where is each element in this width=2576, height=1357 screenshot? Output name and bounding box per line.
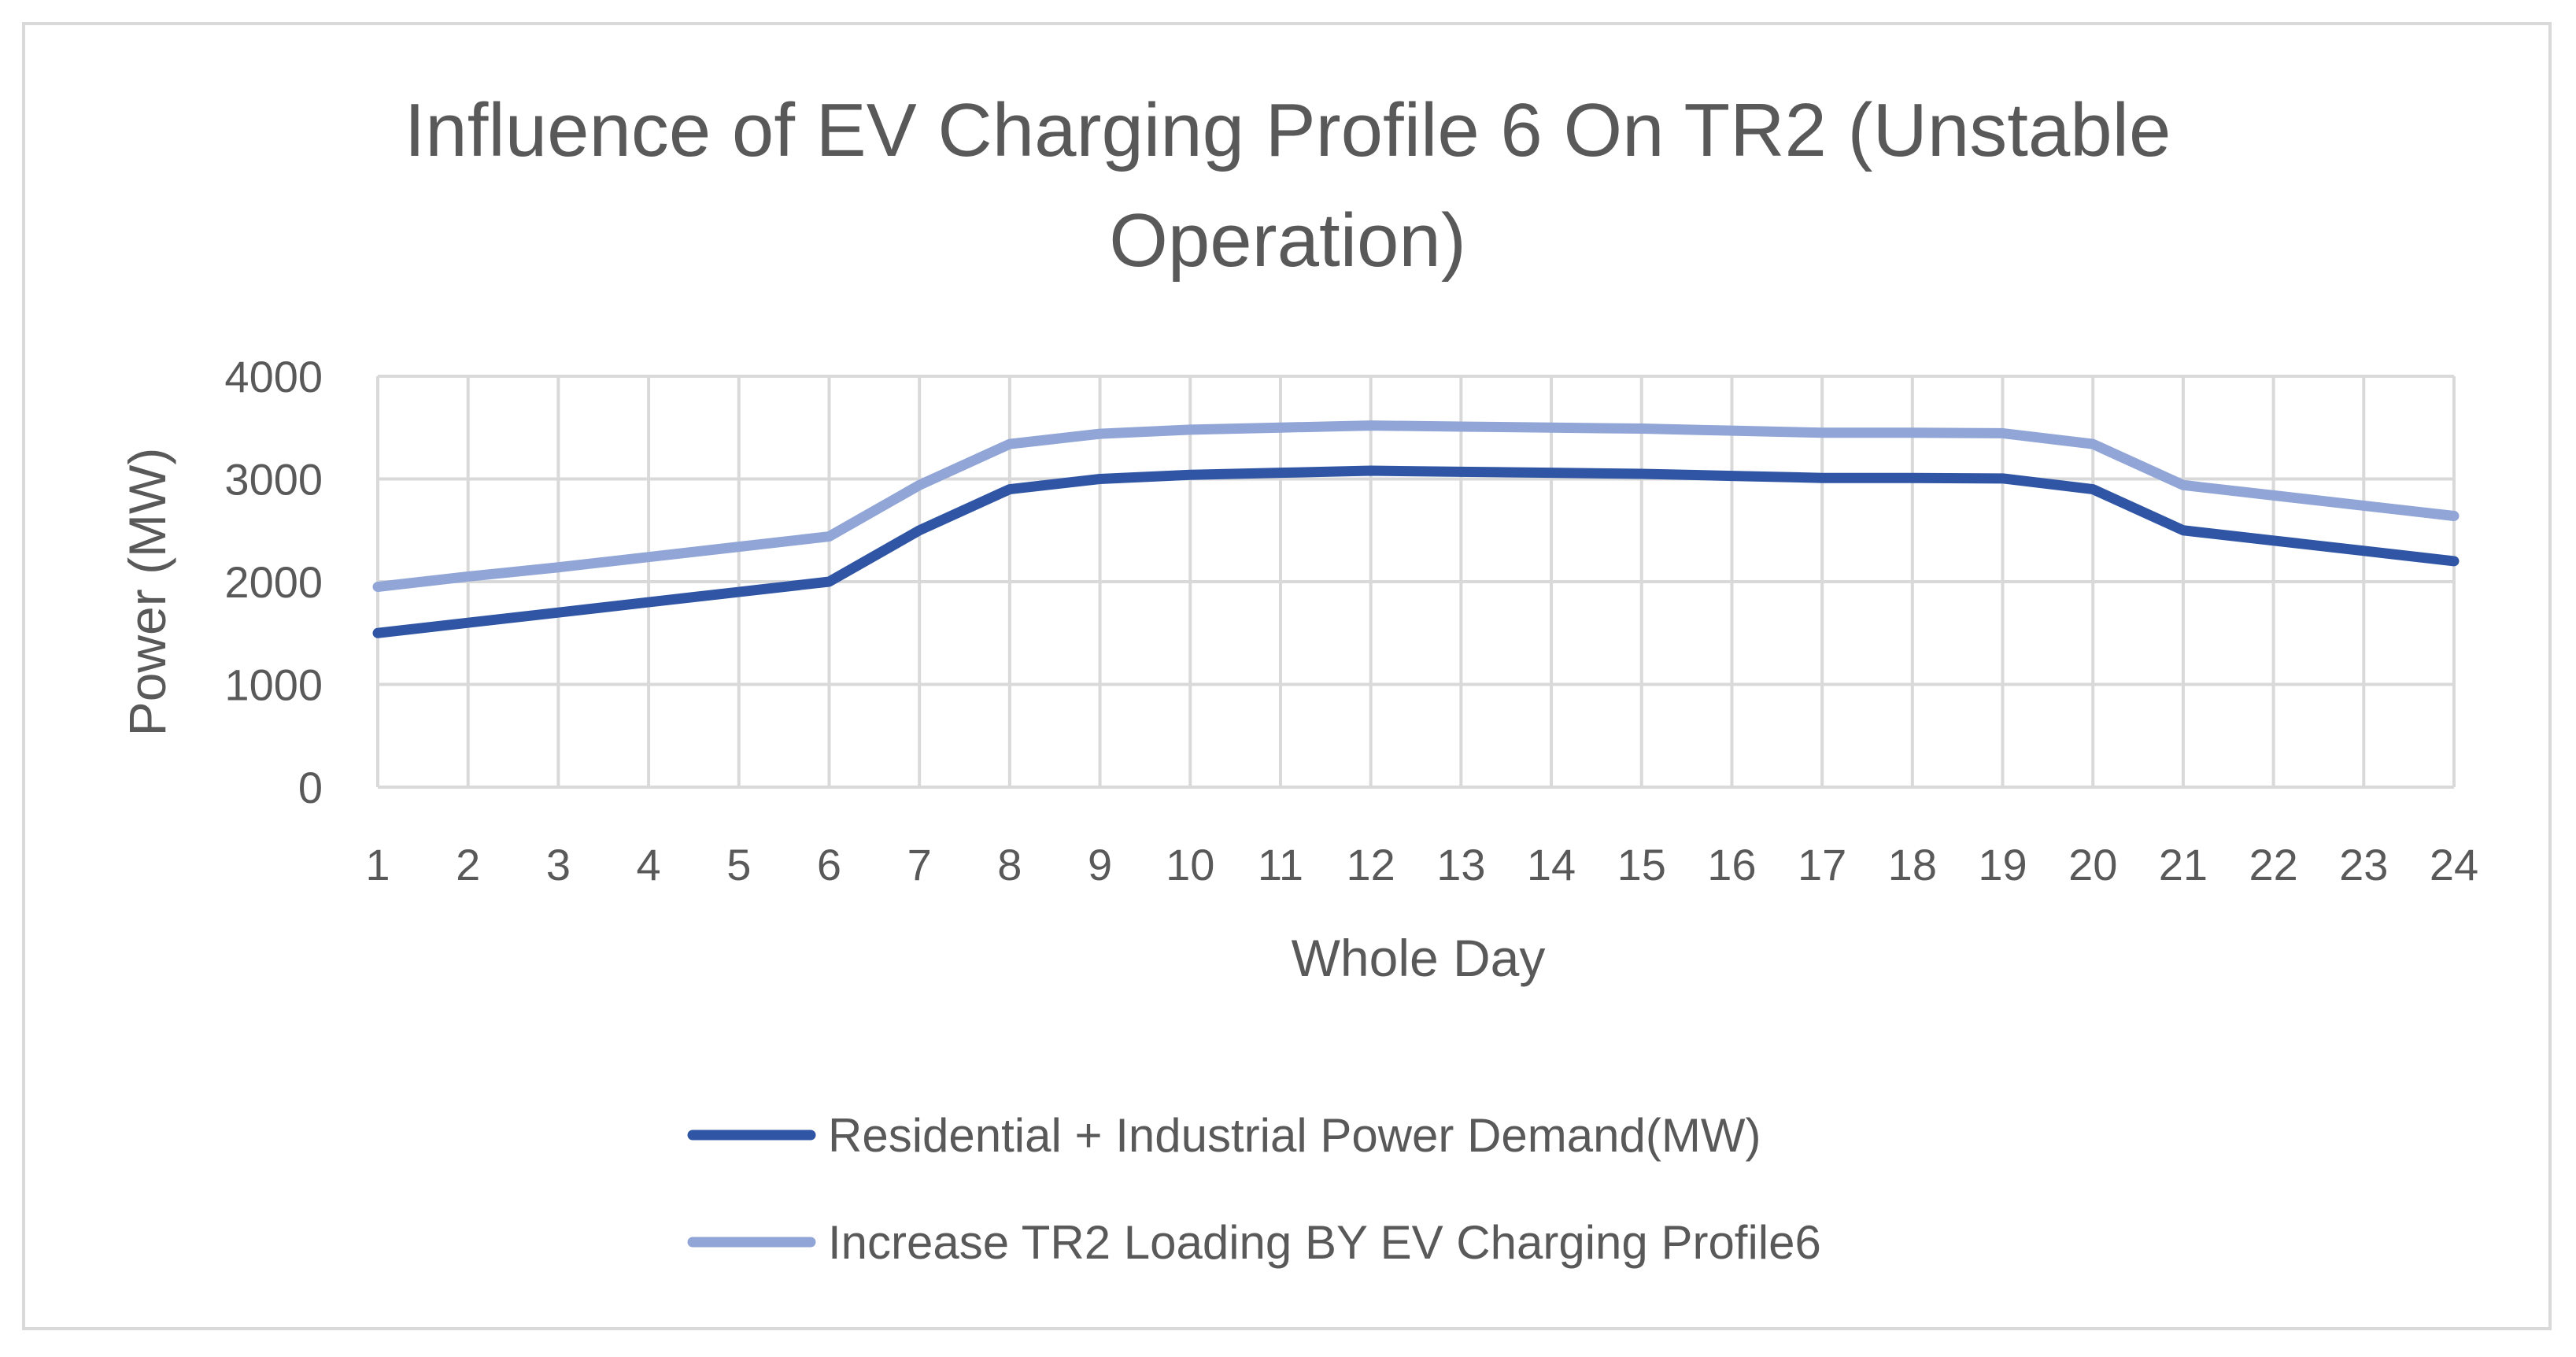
legend-label: Residential + Industrial Power Demand(MW…: [828, 1109, 1761, 1162]
x-tick-label: 15: [1617, 840, 1666, 889]
legend-label: Increase TR2 Loading BY EV Charging Prof…: [828, 1216, 1821, 1269]
chart-frame: [22, 22, 2552, 1330]
legend-item: Residential + Industrial Power Demand(MW…: [687, 1109, 1761, 1162]
x-tick-label: 4: [637, 840, 661, 889]
x-tick-label: 12: [1347, 840, 1395, 889]
y-tick-label: 4000: [224, 352, 323, 401]
x-tick-label: 3: [546, 840, 571, 889]
x-axis-title: Whole Day: [1292, 929, 1546, 987]
series-lines: [372, 420, 2460, 638]
x-tick-label: 13: [1436, 840, 1485, 889]
chart-title-line-1: Influence of EV Charging Profile 6 On TR…: [405, 88, 2171, 172]
x-tick-label: 7: [907, 840, 932, 889]
x-tick-label: 21: [2159, 840, 2208, 889]
x-tick-label: 23: [2339, 840, 2388, 889]
y-axis-title: Power (MW): [118, 448, 176, 737]
x-tick-label: 17: [1798, 840, 1846, 889]
x-tick-label: 19: [1978, 840, 2027, 889]
x-tick-label: 18: [1888, 840, 1937, 889]
x-axis-ticks: 1 2 3 4 5 6 7 8 9 10 11 12 13 14 15 16 17 18 19 20 21 22 23 24: [365, 840, 2478, 889]
x-tick-label: 24: [2430, 840, 2478, 889]
x-tick-label: 20: [2068, 840, 2117, 889]
y-tick-label: 3000: [224, 455, 323, 505]
y-axis-ticks: 0 1000 2000 3000 4000: [224, 352, 323, 812]
y-tick-label: 0: [298, 763, 323, 812]
chart-title: Influence of EV Charging Profile 6 On TR…: [405, 88, 2171, 283]
x-tick-label: 5: [726, 840, 751, 889]
y-tick-label: 2000: [224, 557, 323, 607]
x-tick-label: 2: [456, 840, 480, 889]
series-line: [372, 465, 2460, 638]
x-tick-label: 22: [2249, 840, 2297, 889]
x-tick-label: 6: [817, 840, 841, 889]
series-1: [372, 465, 2460, 638]
chart-title-line-2: Operation): [1109, 198, 1466, 283]
x-tick-label: 9: [1088, 840, 1112, 889]
x-tick-label: 14: [1527, 840, 1576, 889]
x-tick-label: 16: [1707, 840, 1756, 889]
x-tick-label: 8: [997, 840, 1022, 889]
series-line: [372, 420, 2460, 593]
series-2: [372, 420, 2460, 593]
legend: Residential + Industrial Power Demand(MW…: [687, 1109, 1821, 1269]
legend-item: Increase TR2 Loading BY EV Charging Prof…: [687, 1216, 1821, 1269]
x-tick-label: 11: [1258, 840, 1303, 889]
y-tick-label: 1000: [224, 660, 323, 710]
x-tick-label: 10: [1166, 840, 1214, 889]
x-tick-label: 1: [365, 840, 390, 889]
grid: [376, 375, 2456, 789]
